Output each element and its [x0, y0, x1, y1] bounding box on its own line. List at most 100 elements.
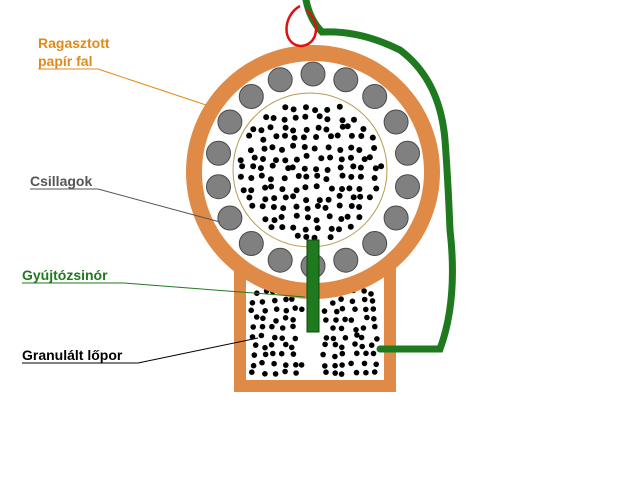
powder-grain — [250, 362, 257, 369]
powder-grain — [356, 186, 363, 192]
powder-grain — [240, 187, 247, 194]
powder-grain — [290, 142, 297, 149]
powder-grain — [326, 213, 333, 220]
powder-grain — [293, 203, 300, 210]
powder-grain — [363, 350, 369, 357]
powder-grain — [283, 307, 290, 314]
powder-grain — [261, 145, 268, 152]
powder-grain — [292, 335, 299, 342]
powder-grain — [259, 323, 266, 330]
powder-grain — [271, 360, 277, 367]
star-pellet — [238, 84, 264, 109]
powder-grain — [371, 175, 378, 181]
powder-grain — [262, 351, 269, 358]
powder-grain — [360, 325, 367, 331]
powder-grain — [323, 317, 329, 323]
powder-grain — [373, 361, 380, 368]
powder-grain — [281, 175, 288, 182]
powder-grain — [290, 351, 297, 357]
powder-grain — [248, 175, 255, 181]
powder-grain — [289, 296, 295, 302]
powder-grain — [368, 342, 375, 349]
powder-grain — [314, 203, 321, 209]
powder-grain — [268, 224, 275, 231]
powder-grain — [311, 145, 318, 152]
powder-grain — [363, 369, 369, 376]
label-fuse: Gyújtózsinór — [22, 267, 108, 283]
powder-grain — [290, 106, 297, 113]
label-powder: Granulált lőpor — [22, 347, 123, 363]
powder-grain — [292, 114, 299, 121]
powder-grain — [346, 185, 353, 192]
powder-grain — [303, 152, 310, 159]
powder-grain — [322, 363, 328, 369]
powder-grain — [358, 334, 365, 341]
powder-grain — [334, 132, 341, 139]
powder-grain — [353, 369, 360, 376]
powder-grain — [361, 288, 367, 294]
powder-grain — [293, 156, 300, 163]
powder-grain — [293, 370, 299, 376]
powder-grain — [303, 233, 310, 240]
powder-grain — [282, 104, 289, 111]
powder-grain — [282, 132, 288, 139]
powder-grain — [283, 296, 289, 303]
powder-grain — [290, 323, 296, 330]
powder-grain — [260, 156, 266, 162]
powder-grain — [239, 163, 246, 170]
powder-grain — [358, 133, 365, 139]
label-stars: Csillagok — [30, 173, 92, 189]
powder-grain — [363, 306, 369, 313]
powder-grain — [249, 369, 255, 376]
powder-grain — [338, 325, 345, 332]
powder-grain — [290, 127, 297, 134]
powder-grain — [258, 127, 265, 134]
powder-grain — [251, 154, 258, 161]
powder-grain — [339, 117, 346, 124]
powder-grain — [270, 350, 276, 357]
powder-grain — [299, 306, 305, 313]
powder-grain — [330, 335, 337, 342]
powder-grain — [323, 369, 329, 376]
powder-grain — [339, 172, 346, 179]
label-paper-wall-line: papír fal — [38, 53, 92, 69]
powder-grain — [348, 173, 355, 180]
powder-grain — [273, 306, 280, 313]
leader-line-powder — [137, 337, 259, 364]
star-pellet — [217, 109, 243, 135]
powder-grain — [371, 316, 377, 322]
powder-grain — [262, 196, 269, 203]
powder-grain — [328, 185, 335, 192]
powder-grain — [342, 335, 349, 341]
powder-grain — [349, 298, 356, 305]
powder-grain — [336, 226, 342, 233]
powder-grain — [370, 350, 377, 357]
powder-grain — [361, 296, 368, 303]
powder-grain — [248, 307, 254, 314]
powder-grain — [322, 204, 329, 211]
powder-grain — [352, 306, 358, 313]
powder-grain — [279, 186, 286, 193]
powder-grain — [283, 362, 289, 368]
powder-grain — [328, 225, 335, 232]
powder-grain — [272, 371, 279, 377]
powder-grain — [262, 216, 269, 223]
external-fuse — [302, 0, 456, 353]
burst-charge-boundary — [232, 92, 388, 248]
powder-grain — [267, 176, 274, 183]
powder-grain — [325, 144, 332, 151]
powder-grain — [315, 124, 322, 131]
powder-grain — [338, 156, 345, 163]
powder-grain — [354, 332, 360, 338]
powder-grain — [332, 353, 338, 360]
label-paper-wall: Ragasztott papír fal — [38, 35, 110, 69]
powder-grain — [368, 291, 374, 297]
powder-grain — [280, 205, 287, 212]
powder-grain — [351, 116, 357, 123]
powder-grain — [270, 115, 277, 121]
powder-grain — [356, 147, 363, 153]
star-pellet — [383, 109, 409, 135]
star-pellet — [267, 247, 293, 273]
powder-grain — [237, 157, 244, 164]
powder-grain — [339, 362, 345, 368]
